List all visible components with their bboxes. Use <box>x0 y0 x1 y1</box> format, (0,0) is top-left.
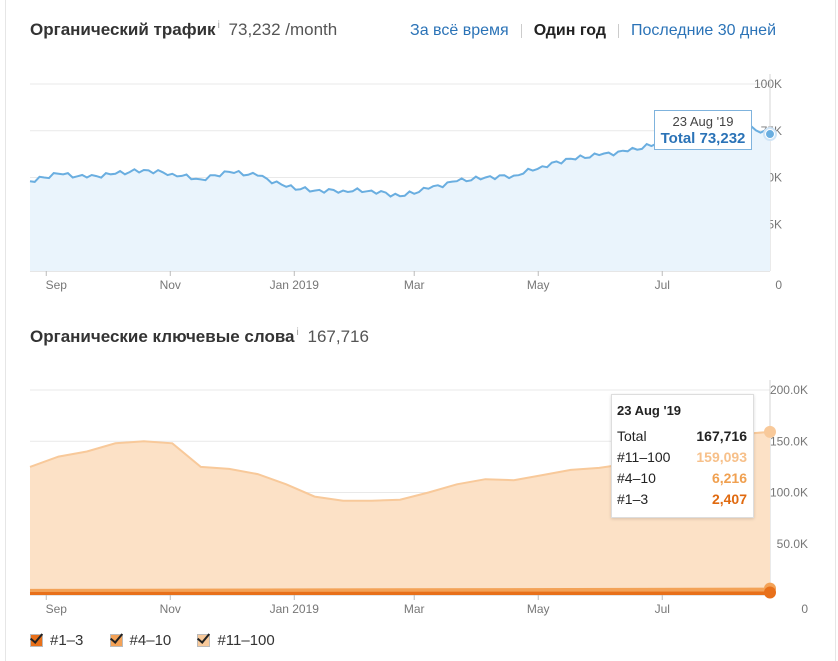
traffic-tooltip: 23 Aug '19 Total 73,232 <box>654 110 752 150</box>
checkbox-icon[interactable] <box>30 634 43 647</box>
traffic-area <box>30 124 770 271</box>
tooltip-value: 167,716 <box>696 428 747 444</box>
checkbox-icon[interactable] <box>109 634 123 647</box>
period-divider <box>618 23 620 38</box>
frame-right <box>835 0 836 661</box>
keywords-value: 167,716 <box>307 327 369 346</box>
y-tick-label: 150.0K <box>770 434 808 448</box>
y-tick-label: 50.0K <box>777 537 808 551</box>
x-tick-label: May <box>527 602 550 616</box>
x-tick-label: Jul <box>655 278 670 292</box>
series-11-100-area <box>30 431 770 595</box>
period-all-time[interactable]: За всё время <box>410 22 509 39</box>
legend-label: #1–3 <box>50 632 84 649</box>
traffic-value: 73,232 <box>228 20 281 39</box>
y-tick-label: 0 <box>801 602 808 616</box>
traffic-line <box>29 123 771 198</box>
tooltip-label: #4–10 <box>617 470 656 486</box>
tooltip-label: Total <box>617 428 647 444</box>
period-last-30[interactable]: Последние 30 дней <box>631 22 776 39</box>
series-4-10-line <box>29 587 771 591</box>
x-tick-label: Mar <box>404 602 425 616</box>
tooltip-value: 6,216 <box>711 470 747 486</box>
tooltip-row: #11–100 159,093 <box>617 447 747 468</box>
legend-item-top10[interactable]: #4–10 <box>109 632 172 649</box>
traffic-tooltip-date: 23 Aug '19 <box>672 114 734 129</box>
frame-left <box>5 0 6 661</box>
y-tick-label: 200.0K <box>770 383 808 397</box>
traffic-point <box>765 129 775 140</box>
legend-label: #4–10 <box>129 632 172 649</box>
x-tick-label: Mar <box>404 278 425 292</box>
keywords-header: Органические ключевые слова i 167,716 <box>30 327 369 347</box>
x-tick-label: Sep <box>46 602 68 616</box>
tooltip-label: #1–3 <box>617 491 649 507</box>
period-one-year[interactable]: Один год <box>533 22 607 39</box>
checkbox-icon[interactable] <box>197 634 211 647</box>
tooltip-value: 159,093 <box>696 449 747 465</box>
legend-item-top3[interactable]: #1–3 <box>30 632 83 649</box>
keywords-title: Органические ключевые слова <box>30 327 295 346</box>
x-tick-label: Jul <box>655 602 670 616</box>
x-tick-label: Sep <box>46 278 68 292</box>
x-tick-label: Jan 2019 <box>270 602 320 616</box>
y-tick-label: 100K <box>754 77 782 91</box>
traffic-header: Органический трафик i 73,232 /month <box>30 20 337 40</box>
keywords-legend: #1–3 #4–10 #11–100 <box>30 632 297 651</box>
x-tick-label: Jan 2019 <box>270 278 320 292</box>
tooltip-row: #4–10 6,216 <box>617 468 747 489</box>
x-tick-label: May <box>527 278 550 292</box>
tooltip-value: 2,407 <box>711 491 747 507</box>
series-1-3-point <box>764 586 776 599</box>
period-selector: За всё время Один год Последние 30 дней <box>398 22 788 40</box>
tooltip-row: #1–3 2,407 <box>617 489 747 510</box>
info-icon[interactable]: i <box>296 327 299 338</box>
tooltip-label: #11–100 <box>617 449 671 465</box>
traffic-title: Органический трафик <box>30 20 216 39</box>
legend-label: #11–100 <box>217 632 275 649</box>
keywords-tooltip-date: 23 Aug '19 <box>617 403 682 418</box>
traffic-tooltip-total: Total 73,232 <box>660 130 746 147</box>
traffic-unit: /month <box>285 20 338 39</box>
tooltip-row: Total 167,716 <box>617 426 747 447</box>
x-tick-label: Nov <box>160 278 181 292</box>
y-tick-label: 100.0K <box>770 486 808 500</box>
series-11-100-point <box>764 425 776 438</box>
info-icon[interactable]: i <box>217 20 220 31</box>
x-tick-label: Nov <box>160 602 181 616</box>
legend-item-top100[interactable]: #11–100 <box>197 632 275 649</box>
y-tick-label: 0 <box>775 278 782 292</box>
period-divider <box>520 23 522 38</box>
keywords-tooltip: 23 Aug '19 Total 167,716 #11–100 159,093 #… <box>611 394 754 518</box>
